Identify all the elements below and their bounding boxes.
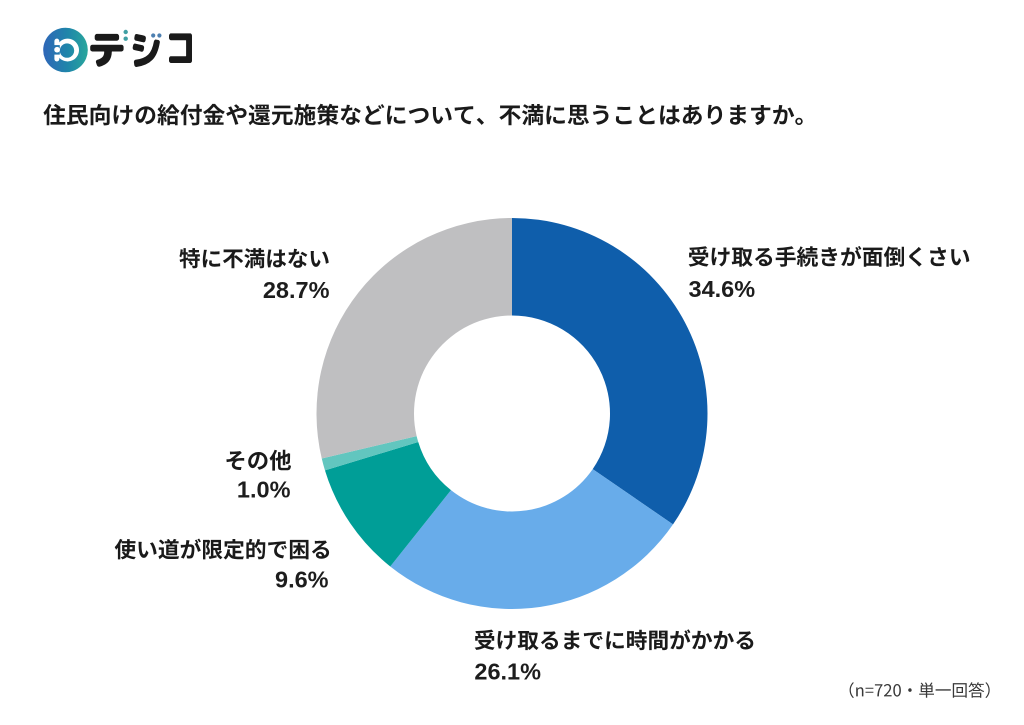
svg-text:28.7%: 28.7%	[263, 277, 330, 303]
svg-text:1.0%: 1.0%	[237, 476, 291, 502]
svg-text:34.6%: 34.6%	[689, 276, 756, 302]
svg-text:9.6%: 9.6%	[275, 566, 329, 592]
svg-text:26.1%: 26.1%	[474, 658, 541, 684]
